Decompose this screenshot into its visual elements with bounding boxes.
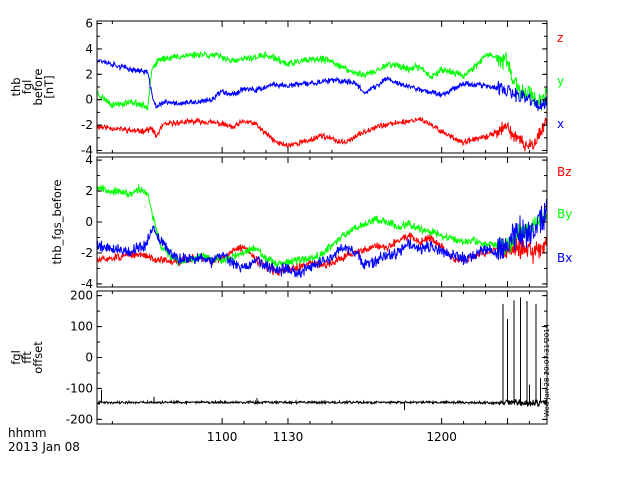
y-tick-label: 2 [85,67,93,81]
x-tick-label: 1100 [207,430,238,444]
y-axis-label-line: thb [9,77,23,96]
panel-frame [96,156,548,288]
y-tick-label: 0 [85,351,93,365]
y-tick-label: -4 [81,277,93,291]
legend-Bz: Bz [557,165,572,179]
series-line-y [97,50,547,111]
y-tick-label: -200 [66,412,93,426]
y-tick-label: 100 [70,320,93,334]
y-axis-label-line: fgl [9,350,23,365]
y-tick-label: -4 [81,143,93,157]
x-axis-label-date: 2013 Jan 08 [8,440,80,454]
y-tick-label: 2 [85,184,93,198]
legend-x: x [557,117,564,131]
y-axis-label-line: [nT] [42,75,56,98]
y-axis-label-line: fgl [20,80,34,95]
y-tick-label: -2 [81,246,93,260]
y-tick-label: 200 [70,289,93,303]
legend-y: y [557,74,564,88]
legend-Bx: Bx [557,251,572,265]
series-line-Bx [97,199,547,279]
x-tick-label: 1130 [273,430,304,444]
series-line-x [97,59,547,111]
legend-z: z [557,31,563,45]
y-axis-label-line: thb_fgs_before [50,180,64,265]
x-axis-label-hhmm: hhmm [8,426,47,440]
plot-panels: zyx-4-20246thbfglbefore[nT]BzByBx-4-2024… [9,17,572,427]
y-axis-label: thb_fgs_before [50,180,64,265]
series-line-z [97,116,547,152]
y-tick-label: 0 [85,215,93,229]
y-axis-label-line: before [31,68,45,105]
x-tick-label: 1200 [426,430,457,444]
series-line-By [97,183,547,269]
creation-timestamp: Wed Jan 28 20:07:31 2014 [543,323,551,417]
y-axis-label-line: fft [20,351,34,364]
y-axis-label-line: offset [31,341,45,374]
y-tick-label: -2 [81,118,93,132]
panel-2: Bz By Bx -4 -2 0 2 4 thb_fgs_before [50,153,572,291]
y-tick-label: 6 [85,17,93,31]
time-axis: 1100 1130 1200 [207,430,457,444]
legend-By: By [557,207,572,221]
y-tick-label: 4 [85,42,93,56]
panel-frame [96,20,548,154]
y-tick-label: 4 [85,153,93,167]
y-tick-label: -100 [66,381,93,395]
series-line-offset [97,297,547,411]
y-tick-label: 0 [85,93,93,107]
